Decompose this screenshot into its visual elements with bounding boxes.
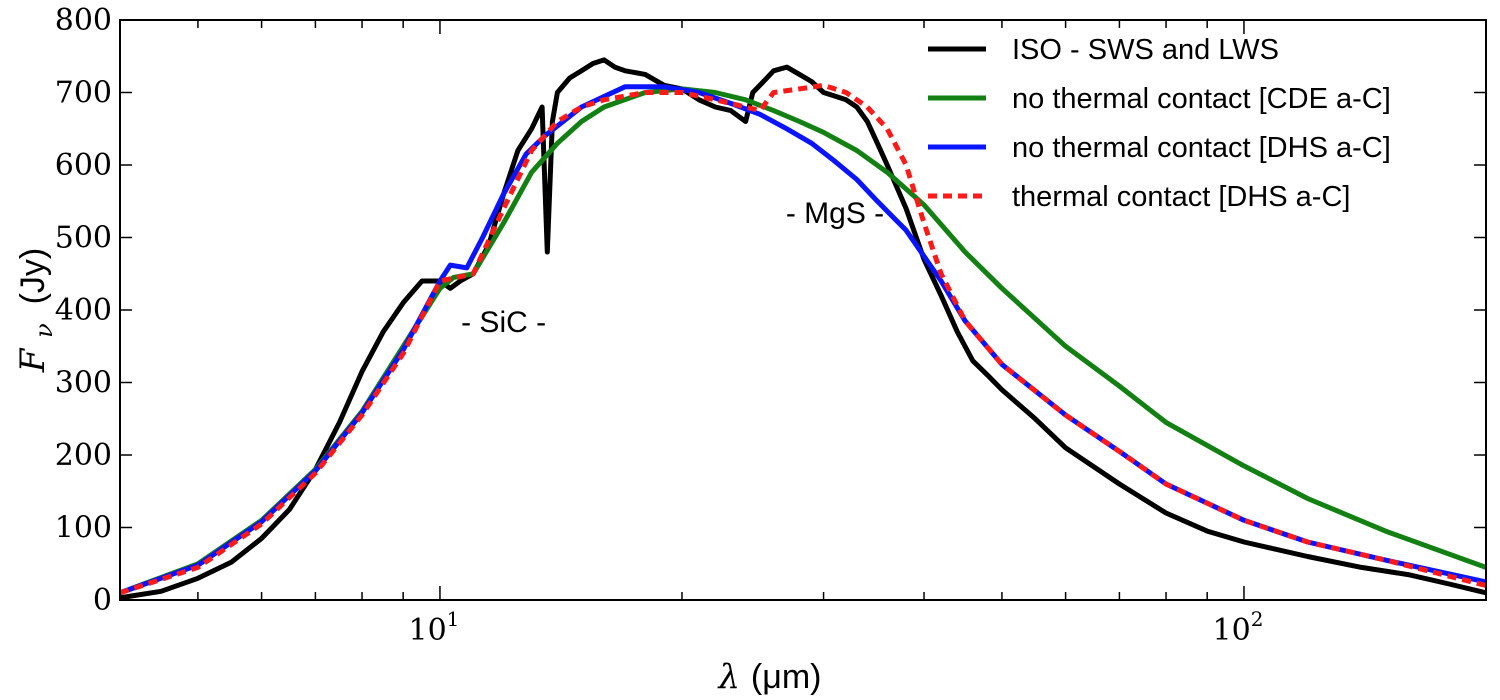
series-line-4 (120, 82, 1486, 596)
x-tick-base: 10 (408, 613, 446, 648)
x-tick-exponent: 1 (447, 607, 460, 631)
data-lines (120, 57, 1486, 600)
legend-label-1: ISO - SWS and LWS (1012, 34, 1279, 66)
y-tick-label: 300 (55, 366, 112, 401)
legend-label-4: thermal contact [DHS a-C] (1012, 181, 1350, 213)
y-axis-unit: (Jy) (14, 248, 52, 305)
y-tick-label: 500 (55, 221, 112, 256)
y-tick-label: 0 (93, 583, 112, 618)
series-line-2 (120, 86, 1486, 596)
y-axis-symbol: F (13, 347, 53, 373)
y-axis-subscript: ν (30, 323, 58, 338)
y-tick-label: 100 (55, 511, 112, 546)
y-tick-label: 200 (55, 438, 112, 473)
x-tick-label: 102 (1213, 607, 1264, 648)
legend: ISO - SWS and LWS no thermal contact [CDE… (928, 34, 1391, 213)
y-tick-label: 600 (55, 148, 112, 183)
y-tick-label: 700 (55, 76, 112, 111)
legend-label-2: no thermal contact [CDE a-C] (1012, 83, 1391, 115)
x-axis-symbol: λ (717, 657, 741, 697)
annotations: - SiC - - MgS - (461, 197, 884, 339)
y-tick-label: 800 (55, 3, 112, 38)
axis-ticks (119, 19, 1487, 601)
y-tick-labels: 0 100 200 300 400 500 600 700 800 (55, 3, 112, 618)
annotation-2: - MgS - (786, 197, 884, 230)
x-tick-labels: 101 102 (408, 607, 1263, 648)
y-axis-title: F ν (Jy) (13, 248, 61, 373)
x-tick-exponent: 2 (1251, 607, 1264, 631)
y-tick-label: 400 (55, 293, 112, 328)
series-line-1 (120, 57, 1486, 600)
x-tick-label: 101 (408, 607, 459, 648)
x-tick-base: 10 (1213, 613, 1251, 648)
plot-frame (119, 19, 1487, 601)
x-axis-title: λ (μm) (717, 657, 822, 697)
legend-label-3: no thermal contact [DHS a-C] (1012, 132, 1391, 164)
annotation-1: - SiC - (461, 306, 546, 339)
x-axis-unit: (μm) (751, 658, 822, 696)
